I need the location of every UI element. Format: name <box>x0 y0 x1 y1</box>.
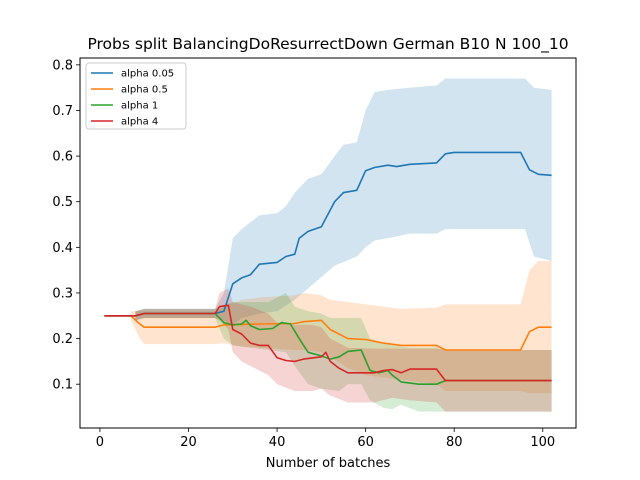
x-tick-label: 100 <box>530 435 555 450</box>
y-tick-label: 0.7 <box>52 104 73 119</box>
series-lines <box>104 151 552 386</box>
x-tick-label: 80 <box>446 435 463 450</box>
legend-label-3: alpha 1 <box>121 101 158 112</box>
line-series-3 <box>104 312 552 386</box>
y-tick-label: 0.6 <box>52 150 73 165</box>
line-series-4 <box>104 304 552 382</box>
plot-frame <box>79 57 577 429</box>
legend: alpha 0.05 alpha 0.5 alpha 1 alpha 4 <box>85 62 187 130</box>
band-series-3 <box>135 293 552 412</box>
y-tick-label: 0.5 <box>52 195 73 210</box>
legend-label-2: alpha 0.5 <box>121 85 168 96</box>
x-axis-label: Number of batches <box>266 456 391 471</box>
x-axis: 0 20 40 60 80 100 <box>96 428 555 450</box>
x-tick-label: 20 <box>180 435 197 450</box>
y-tick-label: 0.4 <box>52 241 73 256</box>
line-series-2 <box>104 314 552 351</box>
band-series-2 <box>130 261 552 394</box>
y-tick-label: 0.8 <box>52 58 73 73</box>
x-tick-label: 60 <box>357 435 374 450</box>
legend-box <box>85 62 187 130</box>
band-series-1 <box>135 78 552 325</box>
x-tick-label: 40 <box>269 435 286 450</box>
y-axis: 0.1 0.2 0.3 0.4 0.5 0.6 0.7 0.8 <box>52 58 80 393</box>
line-series-1 <box>104 151 552 317</box>
x-tick-label: 0 <box>96 435 104 450</box>
legend-label-1: alpha 0.05 <box>121 69 174 80</box>
y-tick-label: 0.3 <box>52 286 73 301</box>
y-tick-label: 0.2 <box>52 332 73 347</box>
legend-label-4: alpha 4 <box>121 117 158 128</box>
y-tick-label: 0.1 <box>52 378 73 393</box>
chart-title: Probs split BalancingDoResurrectDown Ger… <box>87 35 568 54</box>
